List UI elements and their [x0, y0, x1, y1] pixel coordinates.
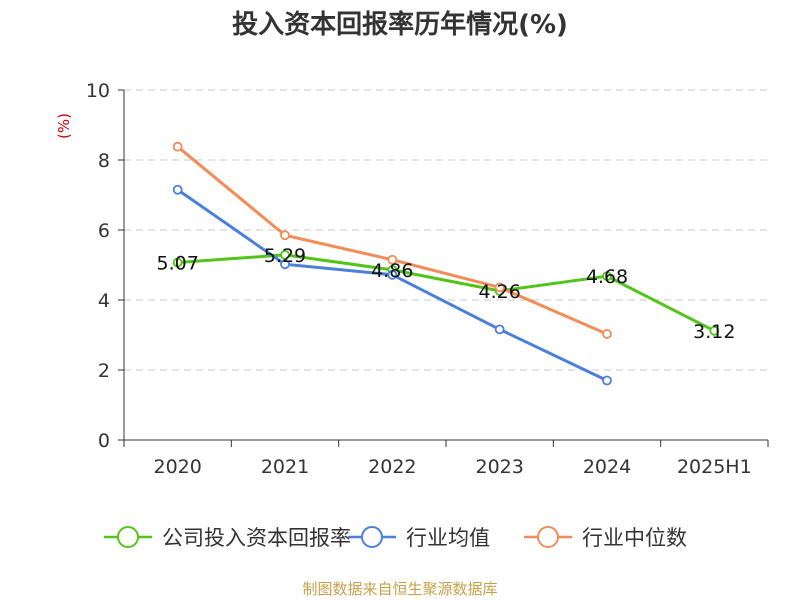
series-1 [172, 249, 720, 336]
legend-marker [117, 526, 139, 548]
y-tick-label: 2 [98, 360, 110, 382]
data-point [602, 271, 612, 282]
y-axis-label: (%) [55, 113, 73, 139]
data-point [602, 375, 612, 386]
axis-layer: 0 2 4 6 8 10 (%) 2020 2021 2022 2023 2024 2025H1 [55, 80, 769, 478]
data-point [280, 249, 290, 260]
data-point [602, 329, 612, 339]
data-label: 4.68 [586, 266, 628, 288]
data-point [172, 141, 183, 152]
x-tick-label: 2023 [475, 456, 523, 478]
x-tick-label: 2020 [153, 456, 201, 478]
data-label: 5.07 [157, 253, 199, 275]
series-3 [172, 141, 612, 339]
x-tick-label: 2021 [261, 456, 309, 478]
x-tick-label: 2024 [583, 456, 631, 478]
y-tick-label: 10 [86, 80, 110, 102]
data-point [494, 324, 505, 335]
y-tick-label: 8 [98, 150, 110, 172]
grid-layer [124, 89, 768, 371]
data-label: 3.12 [693, 321, 735, 343]
data-point [709, 325, 720, 336]
legend-label: 行业中位数 [582, 526, 687, 550]
data-point [172, 257, 183, 268]
legend-item[interactable]: 公司投入资本回报率 [104, 526, 351, 550]
data-point [172, 184, 183, 195]
data-label: 4.86 [371, 260, 413, 282]
data-label: 4.26 [479, 281, 521, 303]
legend-marker [537, 526, 559, 548]
chart-title: 投入资本回报率历年情况(%) [232, 10, 568, 40]
source-note: 制图数据来自恒生聚源数据库 [302, 580, 498, 598]
series-2 [172, 184, 612, 386]
legend-marker [361, 526, 383, 548]
data-point [494, 282, 505, 293]
series-line [177, 253, 716, 333]
data-label: 5.29 [264, 245, 306, 267]
data-point [280, 259, 290, 270]
data-point [387, 269, 398, 280]
y-tick-label: 0 [98, 430, 110, 452]
data-label-layer: 5.07 5.29 4.86 4.26 4.68 3.12 [157, 245, 736, 343]
y-tick-label: 4 [98, 290, 110, 312]
legend-label: 公司投入资本回报率 [162, 526, 351, 550]
x-tick-label: 2022 [368, 456, 416, 478]
legend-item[interactable]: 行业中位数 [524, 526, 687, 550]
data-point [387, 254, 398, 265]
series-line [176, 145, 608, 336]
series-layer [172, 141, 720, 386]
legend-item[interactable]: 行业均值 [348, 526, 490, 550]
data-point [280, 230, 290, 241]
legend[interactable]: 公司投入资本回报率 行业均值 行业中位数 [104, 526, 687, 550]
legend-label: 行业均值 [406, 526, 490, 550]
x-tick-label: 2025H1 [677, 456, 752, 478]
y-tick-label: 6 [98, 220, 110, 242]
